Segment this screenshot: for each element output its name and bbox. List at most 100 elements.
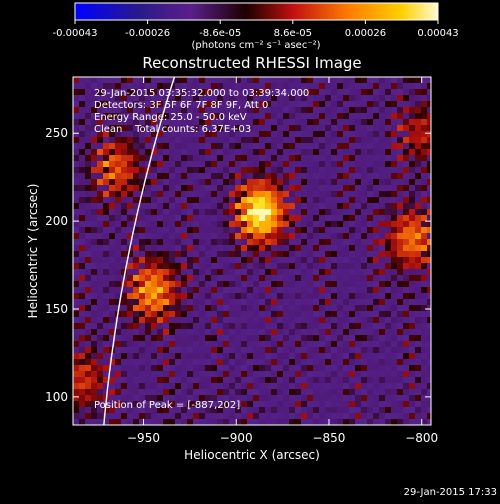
heatmap-cell bbox=[139, 161, 146, 168]
heatmap-cell bbox=[175, 215, 182, 222]
heatmap-cell bbox=[385, 101, 392, 108]
heatmap-cell bbox=[103, 89, 110, 96]
heatmap-cell bbox=[235, 221, 242, 228]
heatmap-cell bbox=[355, 299, 362, 306]
heatmap-cell bbox=[241, 239, 248, 246]
heatmap-cell bbox=[205, 137, 212, 144]
heatmap-cell bbox=[319, 329, 326, 336]
heatmap-cell bbox=[97, 125, 104, 132]
heatmap-cell bbox=[115, 365, 122, 372]
heatmap-cell bbox=[109, 161, 116, 168]
heatmap-cell bbox=[85, 179, 92, 186]
heatmap-cell bbox=[217, 95, 224, 102]
heatmap-cell bbox=[127, 377, 134, 384]
heatmap-cell bbox=[145, 227, 152, 234]
heatmap-cell bbox=[235, 341, 242, 348]
heatmap-cell bbox=[325, 131, 332, 138]
heatmap-cell bbox=[271, 155, 278, 162]
heatmap-cell bbox=[343, 359, 350, 366]
heatmap-cell bbox=[175, 389, 182, 396]
heatmap-cell bbox=[265, 401, 272, 408]
heatmap-cell bbox=[73, 329, 80, 336]
heatmap-cell bbox=[391, 401, 398, 408]
heatmap-cell bbox=[349, 173, 356, 180]
heatmap-cell bbox=[91, 143, 98, 150]
heatmap-cell bbox=[427, 269, 431, 276]
heatmap-cell bbox=[319, 155, 326, 162]
heatmap-cell bbox=[331, 317, 338, 324]
heatmap-cell bbox=[349, 107, 356, 114]
heatmap-cell bbox=[187, 227, 194, 234]
heatmap-cell bbox=[385, 305, 392, 312]
heatmap-cell bbox=[169, 377, 176, 384]
heatmap-cell bbox=[103, 335, 110, 342]
heatmap-cell bbox=[373, 107, 380, 114]
heatmap-cell bbox=[271, 125, 278, 132]
heatmap-cell bbox=[265, 89, 272, 96]
heatmap-cell bbox=[181, 323, 188, 330]
heatmap-cell bbox=[259, 323, 266, 330]
heatmap-cell bbox=[181, 299, 188, 306]
heatmap-cell bbox=[199, 245, 206, 252]
heatmap-cell bbox=[379, 281, 386, 288]
heatmap-cell bbox=[337, 305, 344, 312]
heatmap-cell bbox=[325, 293, 332, 300]
heatmap-cell bbox=[121, 233, 128, 240]
heatmap-cell bbox=[181, 407, 188, 414]
heatmap-cell bbox=[103, 239, 110, 246]
y-axis-label: Heliocentric Y (arcsec) bbox=[26, 184, 40, 319]
heatmap-cell bbox=[325, 359, 332, 366]
heatmap-cell bbox=[241, 359, 248, 366]
heatmap-cell bbox=[253, 197, 260, 204]
heatmap-cell bbox=[415, 119, 422, 126]
heatmap-cell bbox=[247, 155, 254, 162]
heatmap-cell bbox=[253, 83, 260, 90]
heatmap-cell bbox=[421, 305, 428, 312]
heatmap-cell bbox=[277, 215, 284, 222]
heatmap-cell bbox=[79, 221, 86, 228]
heatmap-cell bbox=[253, 215, 260, 222]
heatmap-cell bbox=[391, 245, 398, 252]
heatmap-cell bbox=[271, 161, 278, 168]
heatmap-cell bbox=[169, 311, 176, 318]
heatmap-cell bbox=[379, 251, 386, 258]
heatmap-cell bbox=[211, 335, 218, 342]
heatmap-cell bbox=[331, 311, 338, 318]
heatmap-cell bbox=[361, 179, 368, 186]
heatmap-cell bbox=[253, 341, 260, 348]
heatmap-cell bbox=[271, 167, 278, 174]
heatmap-cell bbox=[163, 407, 170, 414]
heatmap-cell bbox=[91, 341, 98, 348]
heatmap-cell bbox=[307, 137, 314, 144]
heatmap-cell bbox=[163, 359, 170, 366]
heatmap-cell bbox=[313, 323, 320, 330]
heatmap-cell bbox=[193, 143, 200, 150]
heatmap-cell bbox=[277, 173, 284, 180]
heatmap-cell bbox=[211, 191, 218, 198]
heatmap-cell bbox=[427, 293, 431, 300]
heatmap-cell bbox=[145, 365, 152, 372]
heatmap-cell bbox=[343, 353, 350, 360]
heatmap-cell bbox=[415, 365, 422, 372]
heatmap-cell bbox=[421, 419, 428, 425]
heatmap-cell bbox=[271, 281, 278, 288]
heatmap-cell bbox=[403, 89, 410, 96]
heatmap-cell bbox=[181, 161, 188, 168]
heatmap-cell bbox=[157, 257, 164, 264]
heatmap-cell bbox=[289, 413, 296, 420]
heatmap-cell bbox=[157, 275, 164, 282]
heatmap-cell bbox=[91, 383, 98, 390]
heatmap-cell bbox=[235, 269, 242, 276]
heatmap-cell bbox=[421, 389, 428, 396]
heatmap-cell bbox=[427, 233, 431, 240]
heatmap-cell bbox=[385, 131, 392, 138]
heatmap-cell bbox=[133, 257, 140, 264]
heatmap-cell bbox=[133, 125, 140, 132]
heatmap-cell bbox=[277, 185, 284, 192]
heatmap-cell bbox=[223, 257, 230, 264]
heatmap-cell bbox=[229, 347, 236, 354]
heatmap-cell bbox=[229, 395, 236, 402]
heatmap-cell bbox=[199, 263, 206, 270]
heatmap-cell bbox=[175, 359, 182, 366]
heatmap-cell bbox=[289, 275, 296, 282]
